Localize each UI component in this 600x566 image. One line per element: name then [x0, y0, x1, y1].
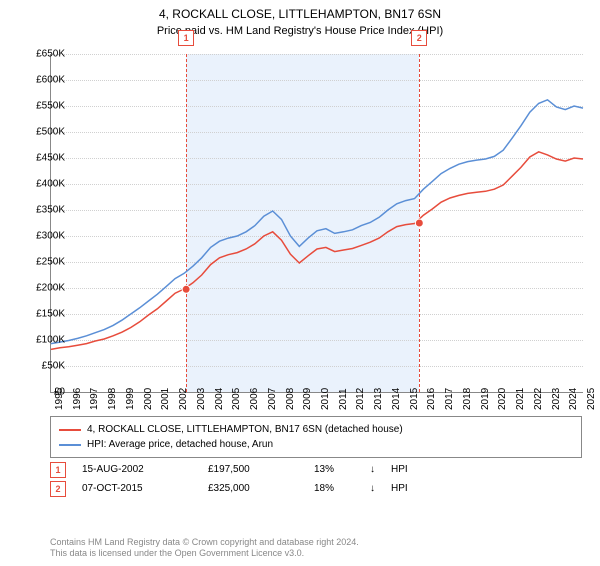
arrow-down-icon: ↓ [370, 460, 375, 479]
legend-row: 4, ROCKALL CLOSE, LITTLEHAMPTON, BN17 6S… [59, 422, 573, 437]
marker-badge-icon: 2 [50, 481, 66, 497]
plot-area: 12 [50, 54, 583, 393]
x-tick-label: 1996 [72, 388, 83, 410]
marker-label-icon: 2 [411, 30, 427, 46]
x-tick-label: 2009 [302, 388, 313, 410]
x-tick-label: 2011 [338, 388, 349, 410]
tx-label: HPI [391, 479, 408, 498]
tx-price: £325,000 [208, 479, 298, 498]
legend-row: HPI: Average price, detached house, Arun [59, 437, 573, 452]
x-tick-label: 2006 [249, 388, 260, 410]
x-tick-label: 1999 [125, 388, 136, 410]
x-tick-label: 2021 [515, 388, 526, 410]
legend-swatch [59, 444, 81, 446]
y-tick-label: £450K [20, 153, 65, 164]
x-tick-label: 2015 [409, 388, 420, 410]
x-tick-label: 2004 [214, 388, 225, 410]
x-tick-label: 1998 [107, 388, 118, 410]
arrow-down-icon: ↓ [370, 479, 375, 498]
marker-badge-icon: 1 [50, 462, 66, 478]
tx-price: £197,500 [208, 460, 298, 479]
legend: 4, ROCKALL CLOSE, LITTLEHAMPTON, BN17 6S… [50, 416, 582, 458]
x-tick-label: 2025 [586, 388, 597, 410]
tx-pct: 18% [314, 479, 354, 498]
x-tick-label: 2003 [196, 388, 207, 410]
legend-label: HPI: Average price, detached house, Arun [87, 437, 273, 452]
y-tick-label: £650K [20, 49, 65, 60]
x-tick-label: 2018 [462, 388, 473, 410]
x-tick-label: 2013 [373, 388, 384, 410]
x-tick-label: 2014 [391, 388, 402, 410]
legend-label: 4, ROCKALL CLOSE, LITTLEHAMPTON, BN17 6S… [87, 422, 403, 437]
x-tick-label: 1995 [54, 388, 65, 410]
y-tick-label: £600K [20, 75, 65, 86]
y-tick-label: £550K [20, 101, 65, 112]
y-tick-label: £50K [20, 361, 65, 372]
x-tick-label: 2001 [160, 388, 171, 410]
marker-label-icon: 1 [178, 30, 194, 46]
chart-container: 4, ROCKALL CLOSE, LITTLEHAMPTON, BN17 6S… [0, 6, 600, 566]
tx-date: 07-OCT-2015 [82, 479, 192, 498]
x-tick-label: 2016 [426, 388, 437, 410]
x-tick-label: 2000 [143, 388, 154, 410]
tx-date: 15-AUG-2002 [82, 460, 192, 479]
x-tick-label: 2007 [267, 388, 278, 410]
x-tick-label: 2010 [320, 388, 331, 410]
tx-label: HPI [391, 460, 408, 479]
y-tick-label: £250K [20, 257, 65, 268]
tx-pct: 13% [314, 460, 354, 479]
footer-line: This data is licensed under the Open Gov… [50, 548, 359, 560]
table-row: 2 07-OCT-2015 £325,000 18% ↓ HPI [50, 479, 582, 498]
x-tick-label: 2012 [355, 388, 366, 410]
x-tick-label: 2020 [497, 388, 508, 410]
x-tick-label: 2023 [551, 388, 562, 410]
line-chart-svg [51, 54, 583, 392]
footer-line: Contains HM Land Registry data © Crown c… [50, 537, 359, 549]
y-tick-label: £100K [20, 335, 65, 346]
x-tick-label: 2024 [568, 388, 579, 410]
y-tick-label: £400K [20, 179, 65, 190]
x-tick-label: 2002 [178, 388, 189, 410]
x-tick-label: 2022 [533, 388, 544, 410]
x-tick-label: 2008 [285, 388, 296, 410]
chart-subtitle: Price paid vs. HM Land Registry's House … [0, 25, 600, 37]
x-tick-label: 2005 [231, 388, 242, 410]
footer-attribution: Contains HM Land Registry data © Crown c… [50, 537, 359, 560]
x-tick-label: 2019 [480, 388, 491, 410]
y-tick-label: £150K [20, 309, 65, 320]
table-row: 1 15-AUG-2002 £197,500 13% ↓ HPI [50, 460, 582, 479]
legend-swatch [59, 429, 81, 431]
y-tick-label: £350K [20, 205, 65, 216]
y-tick-label: £500K [20, 127, 65, 138]
transaction-table: 1 15-AUG-2002 £197,500 13% ↓ HPI 2 07-OC… [50, 460, 582, 498]
x-tick-label: 2017 [444, 388, 455, 410]
chart-title: 4, ROCKALL CLOSE, LITTLEHAMPTON, BN17 6S… [0, 6, 600, 23]
y-tick-label: £300K [20, 231, 65, 242]
x-tick-label: 1997 [89, 388, 100, 410]
y-tick-label: £200K [20, 283, 65, 294]
